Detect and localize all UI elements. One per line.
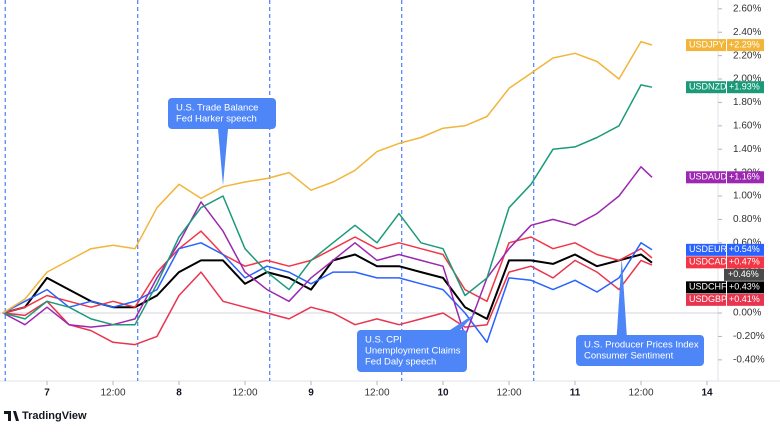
end-label-box xyxy=(727,293,764,306)
annotation-box xyxy=(357,330,467,372)
price-label-box xyxy=(724,268,764,281)
y-tick-label: 2.00% xyxy=(733,74,761,85)
x-tick-label: 11 xyxy=(570,388,581,399)
end-label: +0.43% xyxy=(729,282,760,292)
annotation-box xyxy=(168,98,276,129)
y-tick-label: -0.40% xyxy=(733,354,765,365)
y-tick-label: 1.40% xyxy=(733,144,761,155)
end-label: +1.93% xyxy=(729,82,760,92)
x-tick-label: 7 xyxy=(44,388,50,399)
series-line xyxy=(2,242,653,344)
end-label: +1.16% xyxy=(729,172,760,182)
y-tick-label: 2.20% xyxy=(733,50,761,61)
legend-name-box xyxy=(686,171,726,184)
annotation-pointer xyxy=(218,129,228,186)
legend-name: USDCHF xyxy=(689,282,727,292)
legend-name: USDAUD xyxy=(689,172,728,182)
logo-icon xyxy=(4,411,19,421)
annotation-pointer xyxy=(616,258,627,335)
annotation-box xyxy=(576,335,704,366)
end-label: +0.47% xyxy=(729,257,760,267)
y-tick-label: 1.60% xyxy=(733,120,761,131)
legend-name: USDEUR xyxy=(689,244,728,254)
legend-name: USDGBP xyxy=(689,294,727,304)
legend-name-box xyxy=(686,39,726,52)
x-tick-label: 12:00 xyxy=(100,388,125,399)
y-tick-label: 1.80% xyxy=(733,97,761,108)
annotation-pointer xyxy=(450,313,476,330)
x-tick-label: 12:00 xyxy=(496,388,521,399)
x-tick-label: 14 xyxy=(701,388,713,399)
end-label-box xyxy=(727,256,764,269)
legend-name-box xyxy=(686,256,726,269)
y-tick-label: 0.00% xyxy=(733,308,761,319)
y-tick-label: 0.80% xyxy=(733,214,761,225)
series-line xyxy=(2,259,653,346)
end-label-box xyxy=(727,171,764,184)
annotation-text: U.S. Trade Balance xyxy=(176,103,258,114)
end-label-box xyxy=(727,39,764,52)
legend-name: USDCAD xyxy=(689,257,728,267)
legend-name-box xyxy=(686,81,726,94)
y-tick-label: 0.60% xyxy=(733,237,761,248)
end-label: +0.41% xyxy=(729,294,760,304)
series-line xyxy=(2,40,653,314)
y-tick-label: -0.20% xyxy=(733,331,765,342)
end-label: +2.29% xyxy=(729,39,760,49)
series-line xyxy=(2,84,653,326)
legend-name-box xyxy=(686,281,726,294)
x-tick-label: 10 xyxy=(437,388,449,399)
x-tick-label: 12:00 xyxy=(364,388,389,399)
x-tick-label: 12:00 xyxy=(628,388,653,399)
annotation-text: U.S. Producer Prices Index xyxy=(584,340,699,351)
y-tick-label: 2.40% xyxy=(733,27,761,38)
y-tick-label: 1.00% xyxy=(733,191,761,202)
annotation-text: U.S. CPI xyxy=(365,335,402,346)
end-label-box xyxy=(727,243,764,256)
series-line xyxy=(2,230,653,314)
legend-name: USDNZD xyxy=(689,82,727,92)
x-tick-label: 12:00 xyxy=(232,388,257,399)
legend-name: USDJPY xyxy=(689,39,725,49)
annotation-text: Unemployment Claims xyxy=(365,346,461,357)
x-tick-label: 9 xyxy=(308,388,314,399)
logo-mark xyxy=(4,411,19,421)
annotation-text: Consumer Sentiment xyxy=(584,351,674,362)
annotation-text: Fed Harker speech xyxy=(176,114,257,125)
logo-text: TradingView xyxy=(22,410,87,422)
annotation-text: Fed Daly speech xyxy=(365,357,436,368)
end-label: +0.54% xyxy=(729,244,760,254)
x-tick-label: 8 xyxy=(176,388,182,399)
end-label-box xyxy=(727,281,764,294)
price-label: +0.46% xyxy=(728,269,759,279)
y-tick-label: 2.60% xyxy=(733,3,761,14)
legend-name-box xyxy=(686,293,726,306)
legend-name-box xyxy=(686,243,726,256)
end-label-box xyxy=(727,81,764,94)
